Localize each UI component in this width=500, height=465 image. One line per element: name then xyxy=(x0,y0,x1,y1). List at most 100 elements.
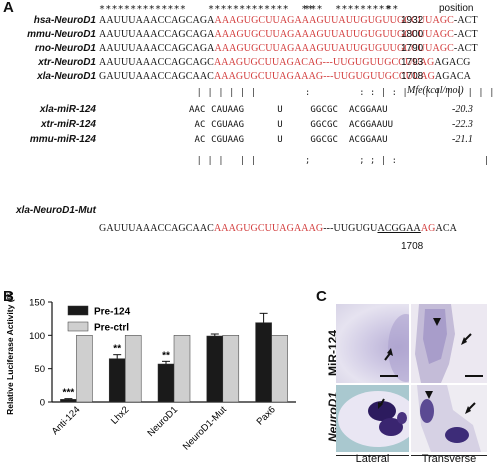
mut-seq-part-5: AG xyxy=(420,223,436,234)
significance-label: ** xyxy=(162,350,170,361)
ish-image-mir124-lateral xyxy=(336,304,409,383)
mut-seq-part-6: ACA xyxy=(435,223,457,234)
bar-pre124 xyxy=(157,363,175,403)
seq-flank-5: AAUUUAAACCAGCAGA xyxy=(99,29,215,40)
conservation-stars-4: ** xyxy=(386,4,399,15)
legend-swatch xyxy=(67,305,89,316)
species-label: hsa-NeuroD1 xyxy=(33,15,96,26)
bar-pre124 xyxy=(255,322,272,403)
x-tick-label: Pax6 xyxy=(255,404,278,427)
stained-region xyxy=(445,427,469,443)
stained-region xyxy=(397,412,407,424)
seq-seed-region: AAAGUGCUUAGAAAGUUAUUGUGUUGCCUUAGC xyxy=(214,29,454,40)
pairing-marks-top: | | | | | | : : : | : | | | | | | | | xyxy=(99,88,495,98)
sequence-position: 1708 xyxy=(401,71,424,82)
neurod1-transverse-drawing xyxy=(417,385,481,452)
transverse-underline xyxy=(411,455,487,456)
mir124-lateral-drawing xyxy=(380,314,409,382)
bar-pre124 xyxy=(60,399,77,403)
x-tick-label: Anti-124 xyxy=(50,404,83,437)
mut-seq-part-2: AAAGUGCUUAGAAAG xyxy=(213,223,324,234)
mfe-header: Mfe(kcal/mol) xyxy=(407,85,464,96)
bar-prectrl xyxy=(222,335,240,403)
mirna-sequence: AAC CAUAAG U GGCGC ACGGAAU xyxy=(189,105,388,115)
mirna-label: xla-miR-124 xyxy=(39,104,96,115)
seq-seed-region: AAAGUGCUUAGAAAGUUAUUGUGUUGCCUUAGC xyxy=(214,43,454,54)
stained-region xyxy=(379,418,403,436)
mutant-position: 1708 xyxy=(401,241,424,252)
sequence-position: 1932 xyxy=(401,15,424,26)
bar-pre124 xyxy=(206,335,224,403)
pairing-marks-bottom: | | | | | ; ; ; | : | xyxy=(99,156,490,166)
lateral-underline xyxy=(336,455,409,456)
mut-seq-part-1: GAUUUAAACCAGCAAC xyxy=(99,223,214,234)
panel-a-sequence-alignment: A ************** ************* ** *** **… xyxy=(0,0,495,252)
seq-seed-region: AAAGUGCUUAGAAAG---UUGUGUUGCCUUAG xyxy=(213,71,435,82)
utr-sequence: AAUUUAAACCAGCAGAAAAGUGCUUAGAAAGUUAUUGUGU… xyxy=(99,28,478,42)
seq-flank-3: AGACG xyxy=(434,57,471,68)
y-axis-label: Relative Luciferase Activity (%) xyxy=(5,292,15,415)
arrow-head-icon xyxy=(387,348,393,356)
utr-sequence: AAUUUAAACCAGCAGAAAAGUGCUUAGAAAGUUAUUGUGU… xyxy=(99,14,478,28)
mirna-sequence: AC CGUAAG U GGCGC ACGGAAUU xyxy=(189,120,394,130)
luciferase-bar-chart: 0 50 100 150 Relative Luciferase Activity (%… xyxy=(5,292,296,452)
seq-flank-3: -ACT xyxy=(453,15,478,26)
mir124-transverse-drawing xyxy=(415,304,483,383)
panel-letter-b: B xyxy=(3,288,14,305)
bar-prectrl xyxy=(271,335,288,403)
stained-region xyxy=(420,399,434,423)
panel-letter-c: C xyxy=(316,288,327,305)
sequence-position: 1800 xyxy=(401,29,424,40)
x-tick-label: Lhx2 xyxy=(109,404,131,426)
sequence-position: 1790 xyxy=(401,43,424,54)
species-label: xla-NeuroD1 xyxy=(37,71,96,82)
ish-image-mir124-transverse xyxy=(411,304,487,383)
bar-pre124 xyxy=(108,358,126,403)
mfe-value: -20.3 xyxy=(452,104,473,115)
seq-flank-3: AGACA xyxy=(434,71,471,82)
col-label-transverse: Transverse xyxy=(421,453,477,465)
y-tick-label: 150 xyxy=(29,298,45,309)
species-label: xtr-NeuroD1 xyxy=(38,57,96,68)
seq-flank-3: -ACT xyxy=(453,29,478,40)
mirna-label: xtr-miR-124 xyxy=(40,119,96,130)
utr-sequence: GAUUUAAACCAGCAACAAAGUGCUUAGAAAG---UUGUGU… xyxy=(99,70,471,84)
seq-flank-5: AAUUUAAACCAGCAGA xyxy=(99,43,215,54)
mutant-sequence: GAUUUAAACCAGCAACAAAGUGCUUAGAAAG---UUGUGU… xyxy=(99,222,457,236)
neurod1-lateral-drawing xyxy=(338,391,409,447)
legend-label: Pre-ctrl xyxy=(94,323,129,334)
sequence-position: 1793 xyxy=(401,57,424,68)
arrowhead-icon xyxy=(425,391,433,399)
bar-prectrl xyxy=(124,335,142,403)
utr-sequence: AAUUUAAACCAGCAGAAAAGUGCUUAGAAAGUUAUUGUGU… xyxy=(99,42,478,56)
species-label: mmu-NeuroD1 xyxy=(27,29,96,40)
bar-prectrl xyxy=(76,335,93,403)
col-label-lateral: Lateral xyxy=(355,453,390,465)
stained-region xyxy=(368,401,396,421)
x-tick-label: NeuroD1 xyxy=(145,404,180,439)
mirna-label: mmu-miR-124 xyxy=(29,134,96,145)
scale-bar xyxy=(380,375,398,377)
mutant-row-label: xla-NeuroD1-Mut xyxy=(15,205,96,216)
mfe-value: -21.1 xyxy=(452,134,473,145)
mut-seq-mutated-bases: ACGGAA xyxy=(377,223,421,234)
legend-swatch xyxy=(67,321,89,332)
seq-flank-5: GAUUUAAACCAGCAAC xyxy=(99,71,214,82)
seq-seed-region: AAAGUGCUUAGAAAGUUAUUGUGUUGCCUUAGC xyxy=(214,15,454,26)
legend-label: Pre-124 xyxy=(94,307,131,318)
conservation-stars-2: ************* ** xyxy=(208,4,314,15)
species-label: rno-NeuroD1 xyxy=(34,43,96,54)
stained-region xyxy=(388,314,409,382)
mutant-sequence-row: xla-NeuroD1-Mut GAUUUAAACCAGCAACAAAGUGCU… xyxy=(0,168,457,252)
seq-flank-5: AAUUUAAACCAGCAGC xyxy=(99,57,214,68)
conservation-stars-3: *** ********* xyxy=(304,4,392,15)
mirna-sequence: AC CGUAAG U GGCGC ACGGAAU xyxy=(189,135,388,145)
bar-prectrl xyxy=(173,335,191,403)
mut-seq-part-3: ---UUGUGU xyxy=(323,223,378,234)
utr-sequence: AAUUUAAACCAGCAGCAAAGUGCUUAGACAG---UUGUGU… xyxy=(99,56,470,70)
y-tick-label: 100 xyxy=(29,331,45,342)
x-tick-label: NeuroD1-Mut xyxy=(181,404,229,452)
arrow-head-icon xyxy=(378,402,383,409)
significance-label: *** xyxy=(63,388,75,399)
arrow-head-icon xyxy=(461,337,467,345)
